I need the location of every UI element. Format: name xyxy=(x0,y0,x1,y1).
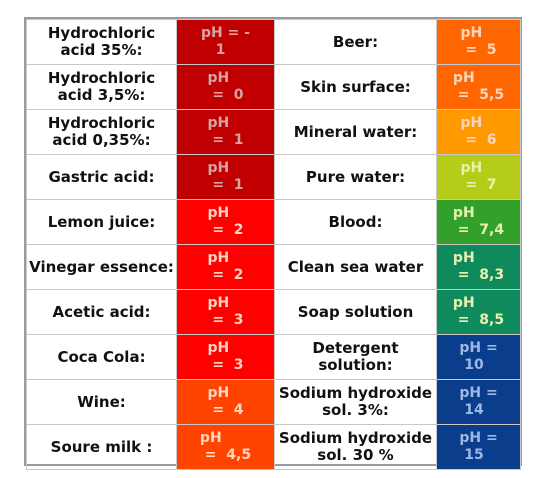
ph-value-cell: pH = 8,5 xyxy=(436,289,521,335)
substance-name: Clean sea water xyxy=(274,244,437,290)
ph-table-frame: Hydrochloric acid 35%: pH = - 1 Beer: pH = … xyxy=(24,17,522,470)
ph-value-cell: pH = 15 xyxy=(436,424,521,470)
table-row: Acetic acid: pH = 3 Soap solution pH = 8,5 xyxy=(26,289,521,335)
table-row: Gastric acid: pH = 1 Pure water: pH = 7 xyxy=(26,154,521,200)
ph-value-cell: pH = 4,5 xyxy=(176,424,275,470)
ph-value-cell: pH = 2 xyxy=(176,244,275,290)
ph-value: pH = 7 xyxy=(460,160,497,193)
substance-name: Lemon juice: xyxy=(26,199,177,245)
ph-value: pH = 3 xyxy=(207,340,244,373)
table-row: Wine: pH = 4 Sodium hydroxide sol. 3%: pH =… xyxy=(26,379,521,425)
ph-value: pH = 3 xyxy=(207,295,244,328)
substance-name: Wine: xyxy=(26,379,177,425)
table-row: Vinegar essence: pH = 2 Clean sea water pH … xyxy=(26,244,521,290)
ph-value: pH = 5 xyxy=(460,25,497,58)
substance-name: Detergent solution: xyxy=(274,334,437,380)
substance-name: Blood: xyxy=(274,199,437,245)
substance-name: Soure milk : xyxy=(26,424,177,470)
ph-value: pH = 8,3 xyxy=(452,250,505,283)
ph-value-cell: pH = 7,4 xyxy=(436,199,521,245)
ph-value: pH = 4 xyxy=(207,385,244,418)
substance-name: Soap solution xyxy=(274,289,437,335)
ph-value: pH = 6 xyxy=(460,115,497,148)
substance-name: Gastric acid: xyxy=(26,154,177,200)
ph-value-cell: pH = 3 xyxy=(176,334,275,380)
ph-value: pH = 1 xyxy=(207,115,244,148)
substance-name: Sodium hydroxide sol. 30 % xyxy=(274,424,437,470)
ph-value: pH = 0 xyxy=(207,70,244,103)
ph-value-cell: pH = 2 xyxy=(176,199,275,245)
ph-table-body: Hydrochloric acid 35%: pH = - 1 Beer: pH = … xyxy=(26,19,521,470)
table-row: Soure milk : pH = 4,5 Sodium hydroxide sol… xyxy=(26,424,521,470)
table-row: Lemon juice: pH = 2 Blood: pH = 7,4 xyxy=(26,199,521,245)
substance-name: Pure water: xyxy=(274,154,437,200)
substance-name: Hydrochloric acid 0,35%: xyxy=(26,109,177,155)
ph-table: Hydrochloric acid 35%: pH = - 1 Beer: pH = … xyxy=(26,19,521,470)
ph-value-cell: pH = 0 xyxy=(176,64,275,110)
ph-value-cell: pH = 1 xyxy=(176,109,275,155)
table-row: Hydrochloric acid 35%: pH = - 1 Beer: pH = … xyxy=(26,19,521,65)
substance-name: Hydrochloric acid 35%: xyxy=(26,19,177,65)
table-row: Hydrochloric acid 0,35%: pH = 1 Mineral wa… xyxy=(26,109,521,155)
ph-value: pH = 8,5 xyxy=(452,295,505,328)
ph-value-cell: pH = 5,5 xyxy=(436,64,521,110)
table-row: Hydrochloric acid 3,5%: pH = 0 Skin surfac… xyxy=(26,64,521,110)
ph-value-cell: pH = 5 xyxy=(436,19,521,65)
ph-value: pH = 15 xyxy=(459,430,498,463)
substance-name: Acetic acid: xyxy=(26,289,177,335)
ph-value: pH = 14 xyxy=(459,385,498,418)
substance-name: Vinegar essence: xyxy=(26,244,177,290)
ph-value: pH = - 1 xyxy=(200,25,251,58)
substance-name: Skin surface: xyxy=(274,64,437,110)
substance-name: Mineral water: xyxy=(274,109,437,155)
ph-value: pH = 2 xyxy=(207,205,244,238)
ph-value-cell: pH = 14 xyxy=(436,379,521,425)
ph-value: pH = 4,5 xyxy=(199,430,252,463)
substance-name: Beer: xyxy=(274,19,437,65)
substance-name: Sodium hydroxide sol. 3%: xyxy=(274,379,437,425)
ph-value-cell: pH = - 1 xyxy=(176,19,275,65)
ph-value: pH = 5,5 xyxy=(452,70,505,103)
ph-value-cell: pH = 6 xyxy=(436,109,521,155)
ph-value-cell: pH = 8,3 xyxy=(436,244,521,290)
ph-value-cell: pH = 1 xyxy=(176,154,275,200)
ph-value-cell: pH = 3 xyxy=(176,289,275,335)
ph-value-cell: pH = 4 xyxy=(176,379,275,425)
ph-value: pH = 2 xyxy=(207,250,244,283)
ph-value: pH = 10 xyxy=(459,340,498,373)
ph-value: pH = 1 xyxy=(207,160,244,193)
substance-name: Hydrochloric acid 3,5%: xyxy=(26,64,177,110)
substance-name: Coca Cola: xyxy=(26,334,177,380)
ph-value: pH = 7,4 xyxy=(452,205,505,238)
ph-value-cell: pH = 10 xyxy=(436,334,521,380)
table-row: Coca Cola: pH = 3 Detergent solution: pH = … xyxy=(26,334,521,380)
ph-value-cell: pH = 7 xyxy=(436,154,521,200)
